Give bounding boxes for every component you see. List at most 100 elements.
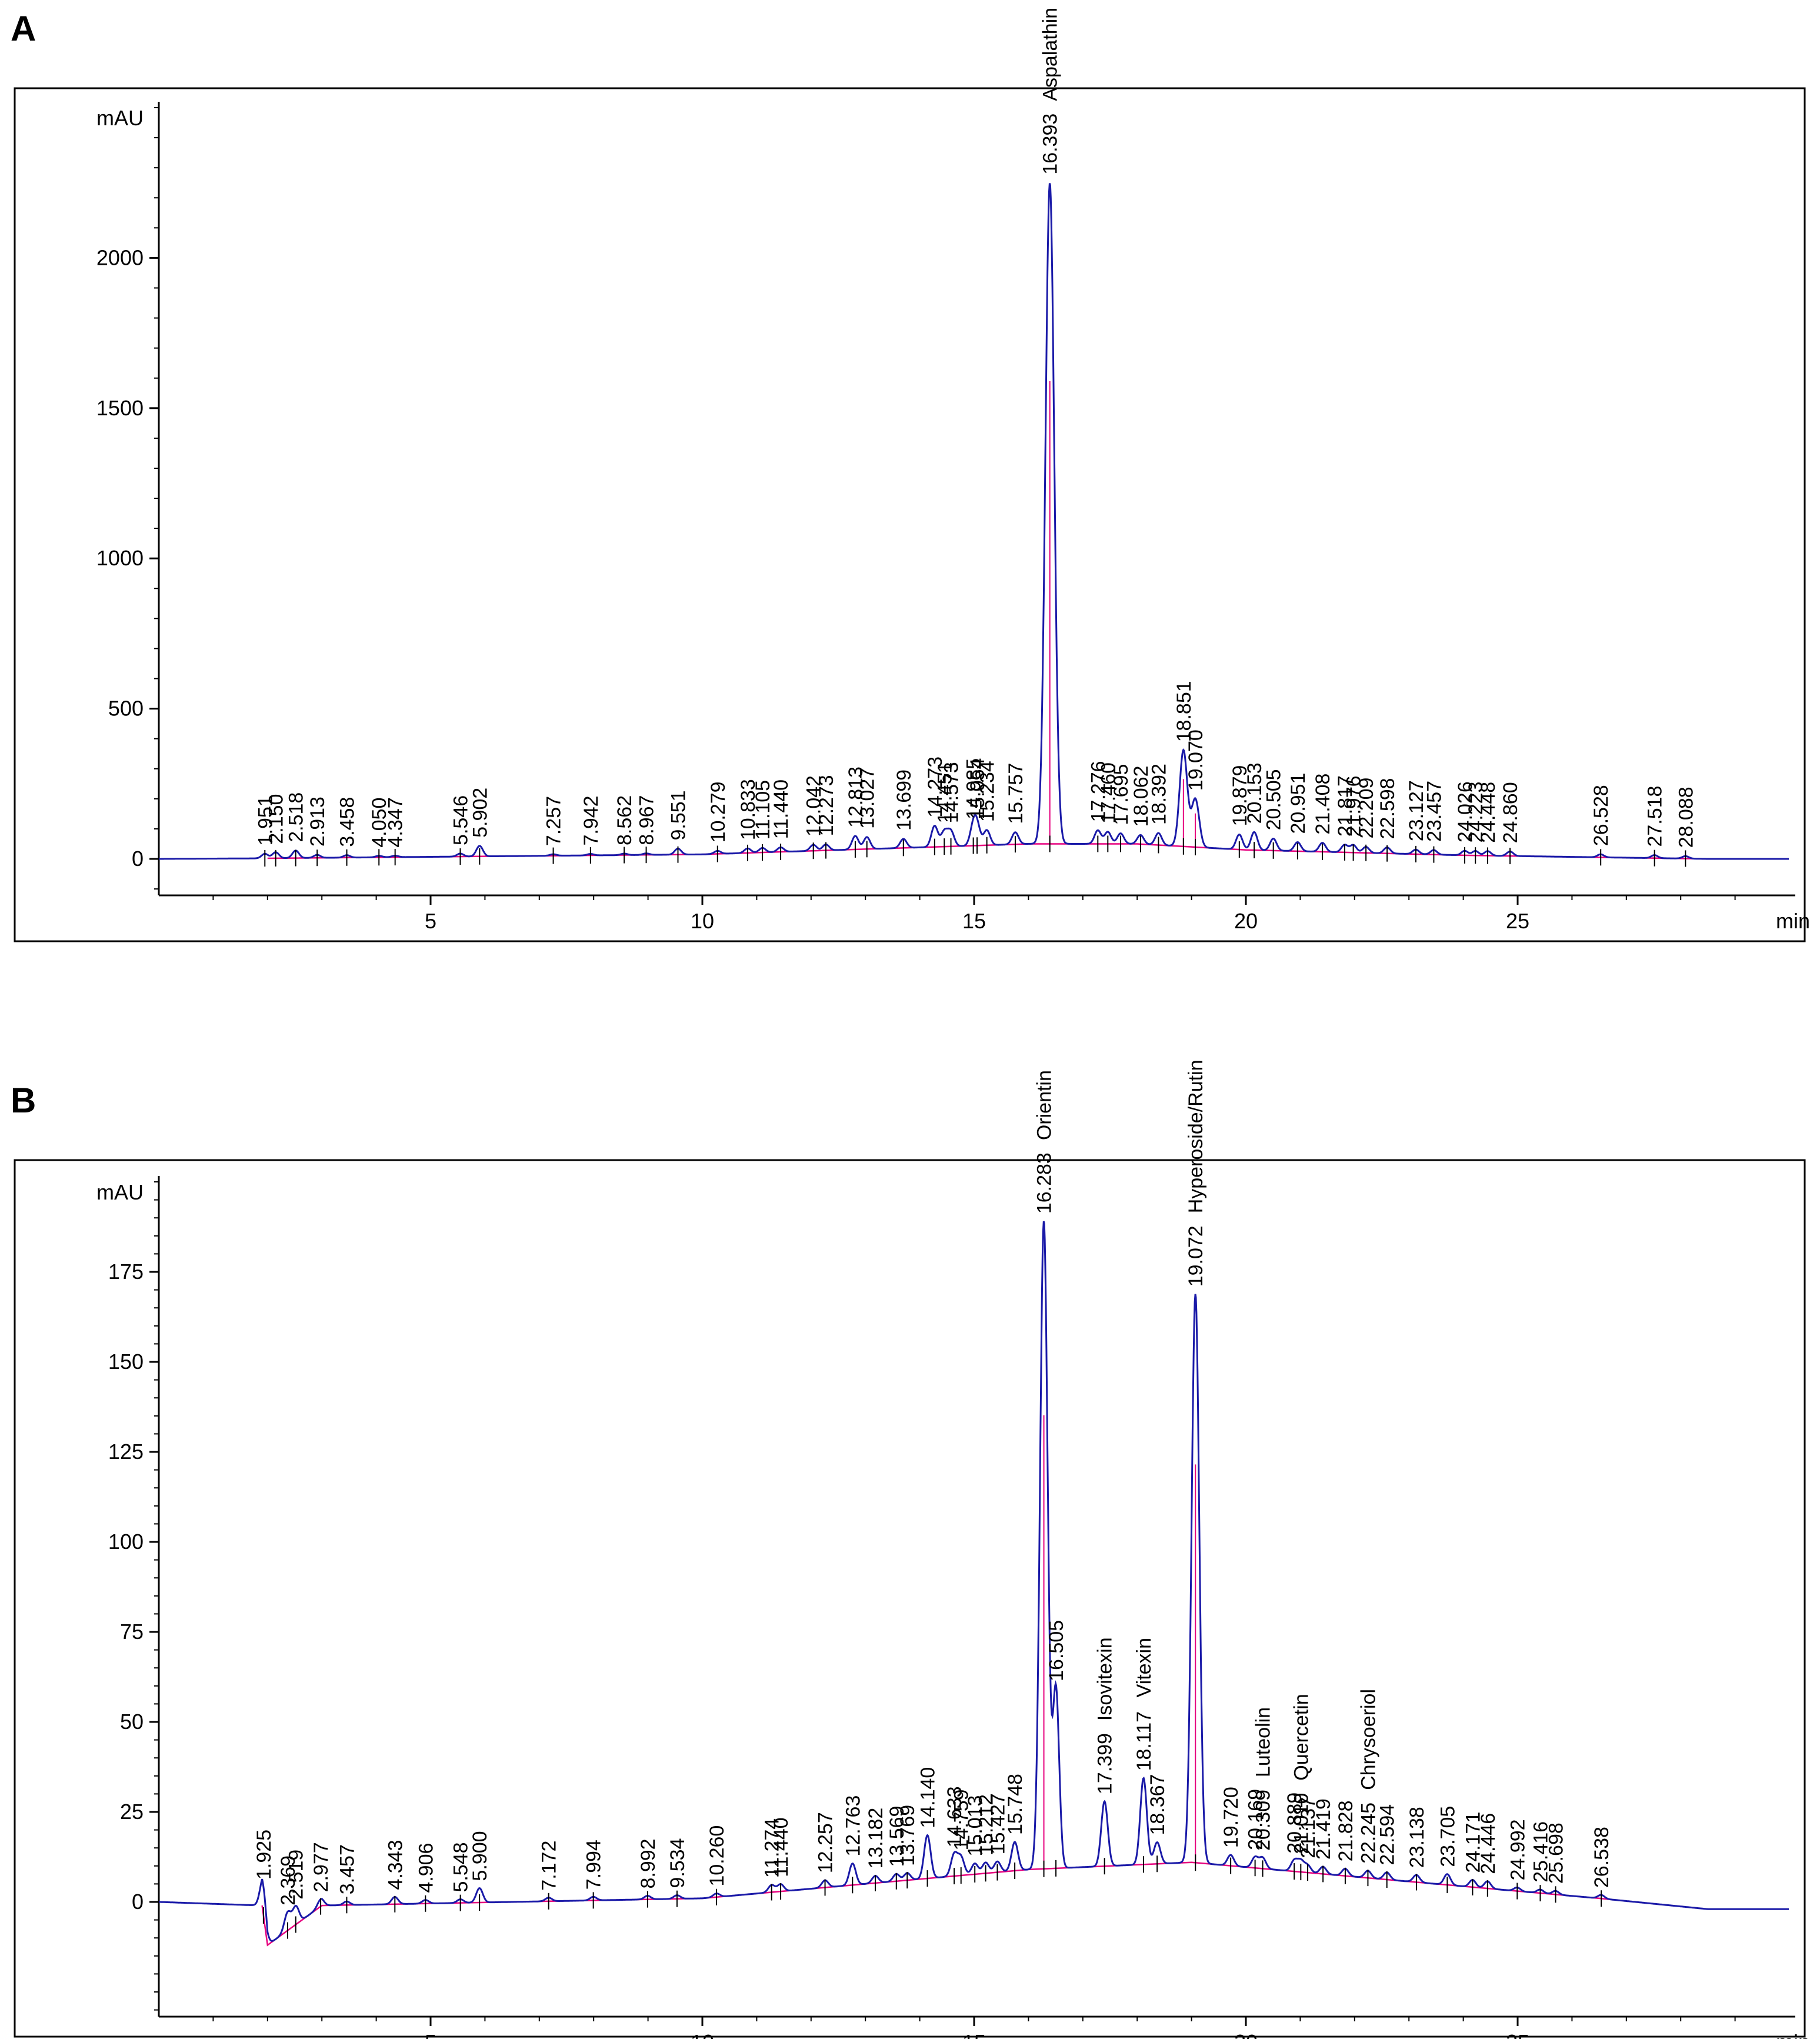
peak-label: 27.518	[1644, 786, 1666, 847]
peak-label: 24.446	[1477, 1813, 1499, 1874]
peak-label: 3.458	[336, 797, 359, 847]
peak-label: 14.140	[917, 1767, 939, 1828]
x-axis-title: min	[1776, 909, 1810, 933]
y-tick-label: 150	[108, 1350, 144, 1374]
peak-label: 20.505	[1263, 769, 1285, 830]
x-tick-label: 15	[962, 2030, 986, 2039]
compound-label: Luteolin	[1252, 1707, 1275, 1777]
peak-label: 1.925	[253, 1830, 275, 1880]
peak-label: 21.408	[1312, 774, 1334, 835]
x-tick-label: 25	[1506, 2030, 1529, 2039]
peak-label: 1.951	[254, 795, 276, 845]
peak-label: 17.460	[1097, 762, 1119, 824]
peak-label: 21.419	[1312, 1798, 1335, 1860]
peak-label: 4.347	[385, 797, 407, 847]
peak-label: 14.759	[951, 1789, 973, 1850]
peak-label: 24.448	[1477, 782, 1499, 843]
peak-label: 17.276	[1087, 761, 1109, 822]
peak-label: 20.889	[1284, 1793, 1306, 1854]
peak-label: 12.042	[803, 775, 825, 837]
x-tick-label: 5	[425, 2030, 436, 2039]
peak-label: 14.451	[934, 762, 956, 824]
peak-label: 23.138	[1406, 1807, 1428, 1868]
peak-label: 14.273	[924, 757, 946, 818]
x-tick-label: 20	[1234, 2030, 1258, 2039]
chromatogram-trace	[159, 183, 1789, 860]
peak-label: 13.769	[896, 1805, 919, 1866]
peak-label: 7.994	[583, 1840, 605, 1890]
peak-label: 24.992	[1506, 1819, 1529, 1880]
peak-label: 28.088	[1675, 787, 1697, 848]
y-tick-label: 175	[108, 1260, 144, 1284]
compound-label: Aspalathin	[1039, 8, 1062, 101]
peak-label: 12.813	[845, 767, 867, 828]
peak-label: 13.699	[893, 769, 915, 831]
x-tick-label: 5	[425, 909, 436, 933]
peak-label: 19.072	[1185, 1225, 1207, 1287]
peak-label: 7.172	[538, 1841, 561, 1891]
x-tick-label: 10	[691, 2030, 714, 2039]
y-tick-label: 1500	[96, 396, 144, 420]
peak-label: 14.573	[941, 762, 963, 823]
compound-label: Quercetin	[1290, 1694, 1312, 1780]
x-tick-label: 10	[691, 909, 714, 933]
peak-label: 26.528	[1590, 785, 1612, 846]
peak-label: 23.457	[1423, 781, 1445, 842]
peak-label: 2.150	[265, 794, 288, 844]
peak-label: 5.902	[469, 788, 491, 838]
peak-label: 3.457	[336, 1844, 358, 1894]
compound-label: Hyperoside/Rutin	[1185, 1060, 1207, 1214]
peak-label: 19.720	[1220, 1787, 1242, 1848]
peak-label: 25.416	[1529, 1821, 1552, 1883]
peak-label: 10.833	[737, 779, 759, 840]
peak-label: 22.598	[1376, 778, 1399, 839]
peak-label: 25.698	[1545, 1823, 1567, 1884]
panel-frame	[14, 87, 1806, 942]
peak-label: 9.551	[668, 790, 690, 840]
peak-label: 18.062	[1130, 765, 1152, 827]
y-axis-title: mAU	[96, 106, 144, 130]
peak-label: 14.633	[944, 1786, 966, 1847]
peak-label: 16.393	[1039, 114, 1062, 175]
peak-label: 4.343	[384, 1840, 406, 1890]
x-axis-title: min	[1776, 2030, 1810, 2039]
peak-label: 14.985	[963, 758, 985, 819]
peak-label: 15.748	[1004, 1774, 1026, 1835]
peak-label: 24.026	[1454, 781, 1476, 842]
peak-label: 22.245	[1357, 1803, 1379, 1864]
y-tick-label: 2000	[96, 245, 144, 269]
y-axis-title: mAU	[96, 1180, 144, 1204]
peak-label: 12.257	[815, 1812, 837, 1873]
peak-label: 17.695	[1110, 764, 1132, 825]
peak-label: 15.234	[976, 761, 999, 822]
peak-label: 4.050	[368, 798, 391, 848]
peak-label: 24.223	[1465, 782, 1487, 843]
peak-label: 11.440	[770, 779, 792, 839]
peak-label: 2.519	[285, 1850, 308, 1900]
peak-label: 7.257	[543, 796, 565, 846]
peak-label: 21.828	[1335, 1801, 1357, 1862]
peak-label: 13.182	[865, 1808, 887, 1869]
peak-label: 10.260	[706, 1825, 728, 1887]
peak-label: 12.763	[842, 1795, 864, 1857]
peak-label: 8.992	[637, 1838, 659, 1888]
x-tick-label: 25	[1506, 909, 1529, 933]
peak-label: 18.851	[1173, 681, 1195, 742]
peak-label: 22.594	[1376, 1804, 1399, 1865]
peak-label: 8.562	[614, 795, 636, 845]
peak-label: 24.171	[1462, 1812, 1484, 1873]
chromatogram-panel-b: 1751501251007550250mAU510152025min1.9252…	[14, 1060, 1810, 2039]
panel-frame	[14, 1159, 1806, 2038]
peak-label: 16.283	[1034, 1152, 1056, 1214]
peak-label: 5.548	[450, 1842, 472, 1892]
peak-label: 22.209	[1355, 778, 1378, 839]
peak-label: 9.534	[666, 1838, 689, 1888]
y-tick-label: 1000	[96, 546, 144, 570]
peak-label: 15.757	[1005, 763, 1027, 824]
peak-label: 15.212	[975, 1794, 998, 1855]
peak-label: 15.427	[986, 1793, 1009, 1854]
compound-label: Chrysoeriol	[1357, 1689, 1379, 1790]
peak-label: 20.153	[1244, 762, 1266, 824]
peak-label: 13.027	[856, 768, 879, 829]
y-tick-label: 125	[108, 1440, 144, 1464]
